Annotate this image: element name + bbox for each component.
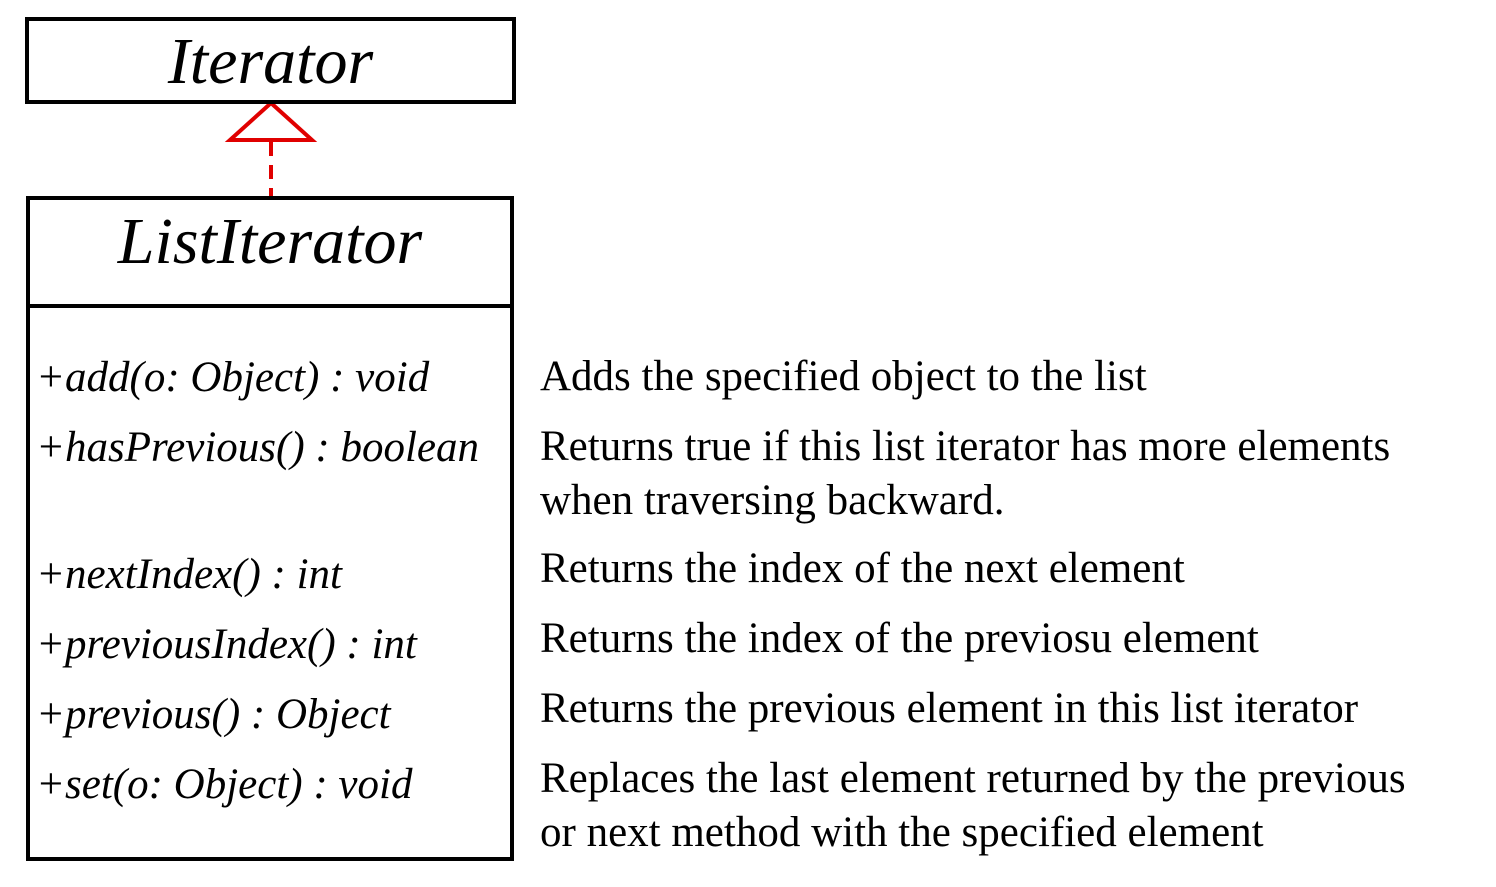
method-nextindex-description: Returns the index of the next element [540,542,1185,596]
iterator-interface-box: Iterator [25,17,516,104]
method-previous-signature: +previous() : Object [36,691,391,738]
method-add-description: Adds the specified object to the list [540,350,1147,404]
method-add-signature: +add(o: Object) : void [36,354,430,401]
iterator-interface-name: Iterator [167,25,374,98]
method-hasprevious-description: Returns true if this list iterator has m… [540,420,1390,528]
description-line: Adds the specified object to the list [540,353,1147,400]
listiterator-class-box: ListIterator +add(o: Object) : void +has… [26,196,514,861]
method-previousindex-signature: +previousIndex() : int [36,621,417,668]
description-line: Returns the previous element in this lis… [540,685,1359,732]
method-previous-description: Returns the previous element in this lis… [540,682,1358,736]
description-line: or next method with the specified elemen… [540,809,1264,856]
method-set-description: Replaces the last element returned by th… [540,752,1406,860]
description-line: Returns true if this list iterator has m… [540,423,1391,470]
description-line: Returns the index of the previosu elemen… [540,615,1259,662]
class-name-divider [30,304,510,308]
listiterator-class-name: ListIterator [117,205,423,278]
method-set-signature: +set(o: Object) : void [36,761,413,808]
realization-triangle-head [224,100,318,142]
method-nextindex-signature: +nextIndex() : int [36,551,342,598]
description-line: Replaces the last element returned by th… [540,755,1406,802]
description-line: Returns the index of the next element [540,545,1185,592]
method-hasprevious-signature: +hasPrevious() : boolean [36,424,479,471]
description-line: when traversing backward. [540,477,1005,524]
method-previousindex-description: Returns the index of the previosu elemen… [540,612,1259,666]
